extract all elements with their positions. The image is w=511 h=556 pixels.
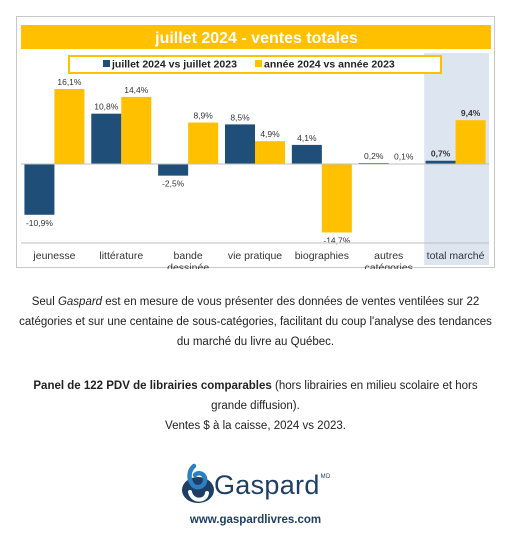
- data-label-1-2: -2,5%: [162, 179, 185, 189]
- website-link[interactable]: www.gaspardlivres.com: [189, 514, 322, 526]
- category-label-0: jeunesse: [32, 250, 75, 262]
- legend-swatch-1: [103, 60, 110, 67]
- category-label-4: biographies: [295, 250, 349, 262]
- category-label-1: littérature: [99, 250, 143, 262]
- logo-trademark: MD: [320, 474, 331, 480]
- data-label-1-4: 4,1%: [297, 133, 317, 143]
- bar-2-1: [121, 96, 152, 164]
- bar-2-4: [321, 164, 352, 233]
- logo-wordmark: Gaspard: [214, 470, 320, 500]
- bar-1-3: [225, 124, 255, 164]
- chart-frame: juillet 2024 - ventes totales juillet 202…: [16, 16, 495, 269]
- data-label-2-0: 16,1%: [57, 77, 82, 87]
- gaspard-logo-text: GaspardMD: [214, 470, 330, 501]
- data-label-1-6: 0,7%: [431, 149, 451, 159]
- description-p1-post: est en mesure de vous présenter des donn…: [19, 296, 492, 348]
- data-label-2-1: 14,4%: [124, 85, 149, 95]
- category-label-5-0: autres: [374, 250, 403, 262]
- data-label-1-3: 8,5%: [230, 112, 250, 122]
- gaspard-logo[interactable]: GaspardMD: [0, 462, 511, 510]
- category-label-3: vie pratique: [228, 250, 282, 262]
- chart-title: juillet 2024 - ventes totales: [154, 30, 358, 47]
- description-p2-rest: (hors librairies en milieu scolaire et h…: [211, 380, 478, 412]
- bar-2-0: [54, 89, 85, 164]
- description-paragraph-2: Panel de 122 PDV de librairies comparabl…: [14, 376, 497, 416]
- bar-2-2: [188, 122, 219, 164]
- data-label-2-5: 0,1%: [394, 152, 414, 162]
- bar-2-6: [455, 120, 486, 164]
- description-p1-brand: Gaspard: [57, 296, 103, 308]
- category-label-2-1: dessinée: [167, 262, 209, 269]
- data-label-2-4: -14,7%: [323, 235, 350, 245]
- data-label-1-5: 0,2%: [364, 151, 384, 161]
- data-label-1-1: 10,8%: [94, 102, 119, 112]
- description-p1-pre: Seul: [31, 296, 58, 308]
- legend-swatch-2: [255, 60, 262, 67]
- bar-2-3: [255, 141, 285, 164]
- description-p2-bold: Panel de 122 PDV de librairies comparabl…: [33, 380, 272, 392]
- data-label-1-0: -10,9%: [26, 218, 53, 228]
- category-label-5-1: catégories: [364, 262, 412, 269]
- legend-label-2: année 2024 vs année 2023: [264, 59, 395, 71]
- chart-title-bar: [21, 25, 491, 49]
- data-label-2-3: 4,9%: [260, 129, 280, 139]
- category-label-2-0: bande: [174, 250, 203, 262]
- description-paragraph-1: Seul Gaspard est en mesure de vous prése…: [14, 292, 497, 352]
- category-label-6: total marché: [427, 250, 485, 262]
- description-p3: Ventes $ à la caisse, 2024 vs 2023.: [165, 420, 346, 432]
- description-paragraph-3: Ventes $ à la caisse, 2024 vs 2023.: [14, 416, 497, 436]
- bar-1-1: [91, 113, 122, 164]
- data-label-2-2: 8,9%: [193, 111, 213, 121]
- bar-1-2: [158, 164, 189, 176]
- bar-1-6: [425, 160, 456, 164]
- bar-1-0: [24, 164, 55, 215]
- bar-chart: juillet 2024 - ventes totales juillet 202…: [21, 25, 491, 269]
- data-label-2-6: 9,4%: [461, 108, 481, 118]
- gaspard-logo-mark-icon: [182, 463, 214, 503]
- legend-label-1: juillet 2024 vs juillet 2023: [111, 59, 237, 71]
- bar-1-4: [291, 144, 322, 164]
